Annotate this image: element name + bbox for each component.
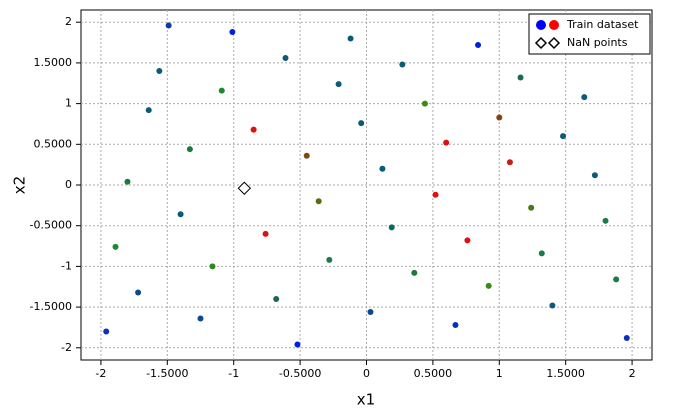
x-tick-label: -1.5000	[146, 367, 188, 380]
point	[315, 198, 322, 205]
y-tick-label: 0.5000	[34, 137, 73, 150]
point	[475, 42, 482, 48]
point	[294, 341, 301, 348]
x-tick-label: -1	[228, 367, 239, 380]
legend	[528, 13, 651, 55]
point	[145, 107, 152, 114]
point	[209, 263, 216, 270]
x-tick-label: 0	[363, 367, 370, 380]
legend-label: NaN points	[567, 36, 628, 49]
point	[452, 322, 459, 328]
x-tick-label: 1.5000	[546, 367, 585, 380]
point	[496, 114, 503, 121]
point	[367, 308, 374, 315]
point	[421, 100, 428, 107]
y-axis-label: x2	[11, 176, 29, 194]
nan-point	[237, 181, 252, 195]
legend-marker	[547, 36, 561, 50]
point	[347, 35, 354, 42]
x-tick-label: 1	[496, 367, 503, 380]
y-tick-label: 0	[65, 178, 72, 191]
point	[229, 28, 236, 35]
point	[197, 315, 204, 322]
y-tick-label: -1	[61, 259, 72, 272]
point	[124, 178, 131, 185]
y-tick-label: 2	[65, 15, 72, 28]
point	[411, 269, 418, 276]
x-axis-label: x1	[357, 391, 375, 409]
point	[602, 217, 609, 224]
x-tick-label: 0.5000	[414, 367, 453, 380]
x-tick-label: -2	[95, 367, 106, 380]
legend-marker	[536, 20, 546, 30]
legend-label: Train dataset	[566, 18, 639, 31]
point	[156, 68, 163, 75]
point	[335, 81, 342, 88]
point	[379, 165, 386, 172]
point	[432, 191, 439, 198]
point	[560, 133, 567, 140]
point	[591, 172, 598, 179]
point	[464, 237, 471, 244]
legend-marker	[534, 36, 548, 50]
point	[186, 146, 193, 153]
point	[165, 22, 172, 29]
point	[103, 328, 110, 335]
point	[262, 230, 269, 237]
point	[549, 302, 556, 309]
point	[485, 282, 492, 289]
point	[177, 211, 184, 218]
point	[623, 335, 630, 342]
point	[282, 55, 289, 62]
point	[112, 243, 119, 250]
point	[218, 87, 225, 94]
point	[506, 159, 513, 166]
point	[528, 204, 535, 211]
point	[358, 120, 365, 127]
y-tick-label: 1	[65, 97, 72, 110]
x-tick-label: 2	[629, 367, 636, 380]
point	[538, 250, 545, 257]
point	[613, 276, 620, 283]
y-tick-label: 1.5000	[34, 56, 73, 69]
point	[388, 224, 395, 231]
point	[135, 289, 142, 296]
y-tick-label: -1.5000	[30, 300, 72, 313]
point	[581, 94, 588, 101]
y-tick-label: -0.5000	[30, 219, 72, 232]
point	[399, 61, 406, 68]
point	[326, 256, 333, 263]
point	[517, 74, 524, 81]
x-tick-label: -0.5000	[279, 367, 321, 380]
y-tick-label: -2	[61, 341, 72, 354]
point	[443, 139, 450, 146]
point	[273, 295, 280, 302]
point	[303, 152, 310, 159]
point	[250, 126, 257, 133]
legend-marker	[549, 20, 559, 30]
